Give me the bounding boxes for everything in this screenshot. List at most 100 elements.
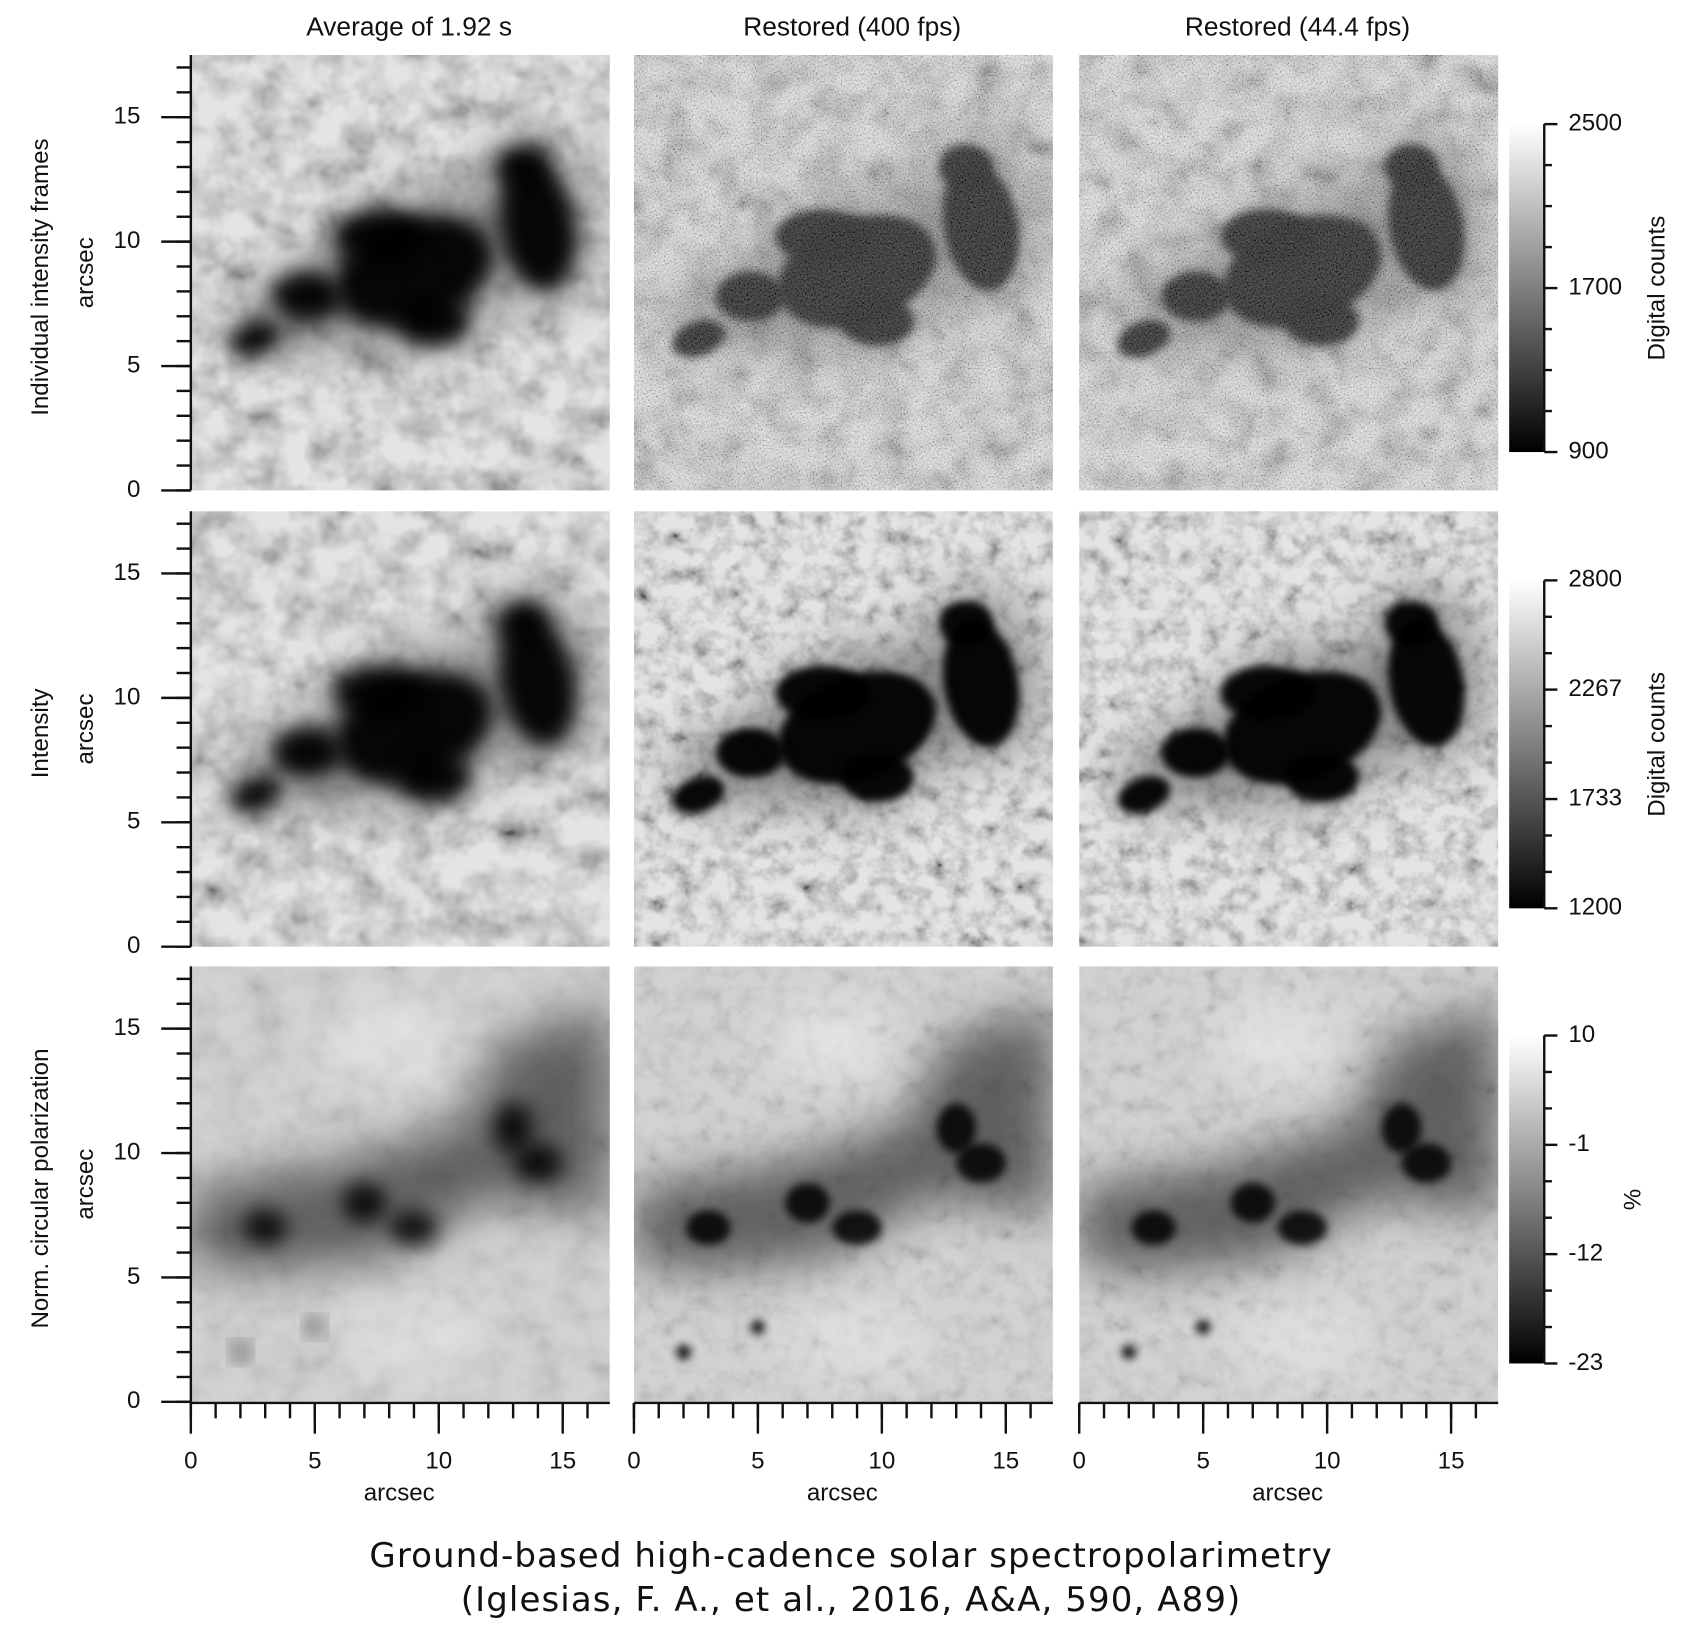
feature (782, 1304, 932, 1375)
solar-image (1079, 511, 1499, 947)
feature (775, 665, 870, 721)
x-tick-label: 0 (184, 1448, 197, 1475)
solar-image (190, 55, 610, 491)
feature (936, 1103, 977, 1154)
colorbar (1509, 1035, 1545, 1364)
feature (839, 752, 915, 803)
colorbar-tick-label: 1700 (1568, 273, 1622, 300)
y-tick-label: 10 (114, 227, 141, 254)
feature (1384, 600, 1439, 646)
x-axis-label: arcsec (1252, 1479, 1323, 1506)
y-tick-label: 5 (127, 1263, 140, 1290)
feature (1215, 1003, 1340, 1079)
colorbar-tick-label: 2267 (1568, 675, 1622, 702)
x-tick-label: 10 (868, 1448, 895, 1475)
feature (1387, 618, 1465, 747)
x-tick-label: 5 (308, 1448, 321, 1475)
feature (1117, 776, 1170, 814)
y-tick-label: 15 (114, 103, 141, 130)
feature (1161, 727, 1231, 778)
y-tick-label: 10 (114, 683, 141, 710)
polarity-band (633, 1003, 1053, 1273)
x-tick-label: 0 (1073, 1448, 1086, 1475)
noise (1079, 55, 1499, 491)
x-tick-label: 10 (1314, 1448, 1341, 1475)
x-tick-label: 5 (1196, 1448, 1209, 1475)
feature (672, 776, 725, 814)
feature (685, 1210, 731, 1246)
feature (1220, 665, 1315, 721)
solar-image (633, 511, 1053, 947)
colorbar (1509, 124, 1545, 453)
polarity-band (1079, 1003, 1499, 1273)
feature (332, 665, 427, 721)
feature (715, 727, 786, 778)
y-tick-label: 0 (127, 932, 140, 959)
colorbar-label: Digital counts (1644, 672, 1671, 817)
feature (493, 1103, 533, 1154)
column-title: Restored (44.4 fps) (1185, 12, 1410, 42)
feature (956, 1143, 1006, 1183)
feature (499, 162, 577, 291)
row-label: Norm. circular polarization (27, 1049, 54, 1329)
feature (942, 618, 1020, 747)
feature (750, 1319, 766, 1335)
colorbar-tick-label: 900 (1568, 437, 1608, 464)
feature (1401, 1143, 1452, 1183)
row-label: Individual intensity frames (27, 138, 54, 415)
feature (242, 1210, 288, 1246)
feature (389, 1210, 439, 1246)
feature (1131, 1210, 1176, 1246)
x-tick-label: 0 (627, 1448, 640, 1475)
solar-image (190, 966, 610, 1402)
feature (513, 1143, 563, 1183)
feature (272, 271, 343, 322)
colorbar-tick-label: 10 (1568, 1021, 1595, 1048)
caption: (Iglesias, F. A., et al., 2016, A&A, 590… (461, 1580, 1242, 1620)
feature (232, 1344, 248, 1360)
feature (785, 1182, 830, 1223)
feature (1121, 1344, 1137, 1360)
feature (1277, 1210, 1328, 1246)
feature (495, 144, 551, 190)
colorbar-tick-label: -23 (1568, 1349, 1603, 1376)
x-axis-label: arcsec (364, 1479, 435, 1506)
solar-image (633, 966, 1053, 1402)
feature (1195, 1319, 1211, 1335)
y-tick-label: 0 (127, 476, 140, 503)
colorbar-tick-label: 2500 (1568, 109, 1622, 136)
feature (332, 209, 427, 265)
feature (1227, 1304, 1377, 1375)
colorbar-label: % (1620, 1189, 1647, 1210)
x-tick-label: 15 (549, 1448, 576, 1475)
y-axis-label: arcsec (72, 1149, 99, 1220)
y-axis-label: arcsec (72, 237, 99, 308)
solar-image (1079, 55, 1499, 491)
feature (676, 1344, 691, 1360)
feature (1230, 1182, 1276, 1223)
feature (938, 600, 994, 646)
column-title: Average of 1.92 s (306, 12, 512, 42)
feature (495, 600, 551, 646)
feature (396, 296, 471, 347)
feature (499, 618, 577, 747)
feature (1284, 752, 1360, 803)
y-tick-label: 5 (127, 351, 140, 378)
feature (396, 752, 471, 803)
y-axis-label: arcsec (72, 693, 99, 764)
solar-image (1079, 966, 1499, 1402)
feature (339, 1304, 489, 1375)
y-tick-label: 0 (127, 1387, 140, 1414)
feature (342, 1182, 387, 1223)
feature (770, 1003, 895, 1079)
x-tick-label: 15 (992, 1448, 1019, 1475)
colorbar (1509, 580, 1545, 909)
y-tick-label: 15 (114, 1014, 141, 1041)
colorbar-tick-label: -12 (1568, 1240, 1603, 1267)
colorbar-tick-label: 1733 (1568, 784, 1622, 811)
colorbar-tick-label: 1200 (1568, 894, 1622, 921)
feature (1381, 1103, 1422, 1154)
solar-image (633, 55, 1053, 491)
